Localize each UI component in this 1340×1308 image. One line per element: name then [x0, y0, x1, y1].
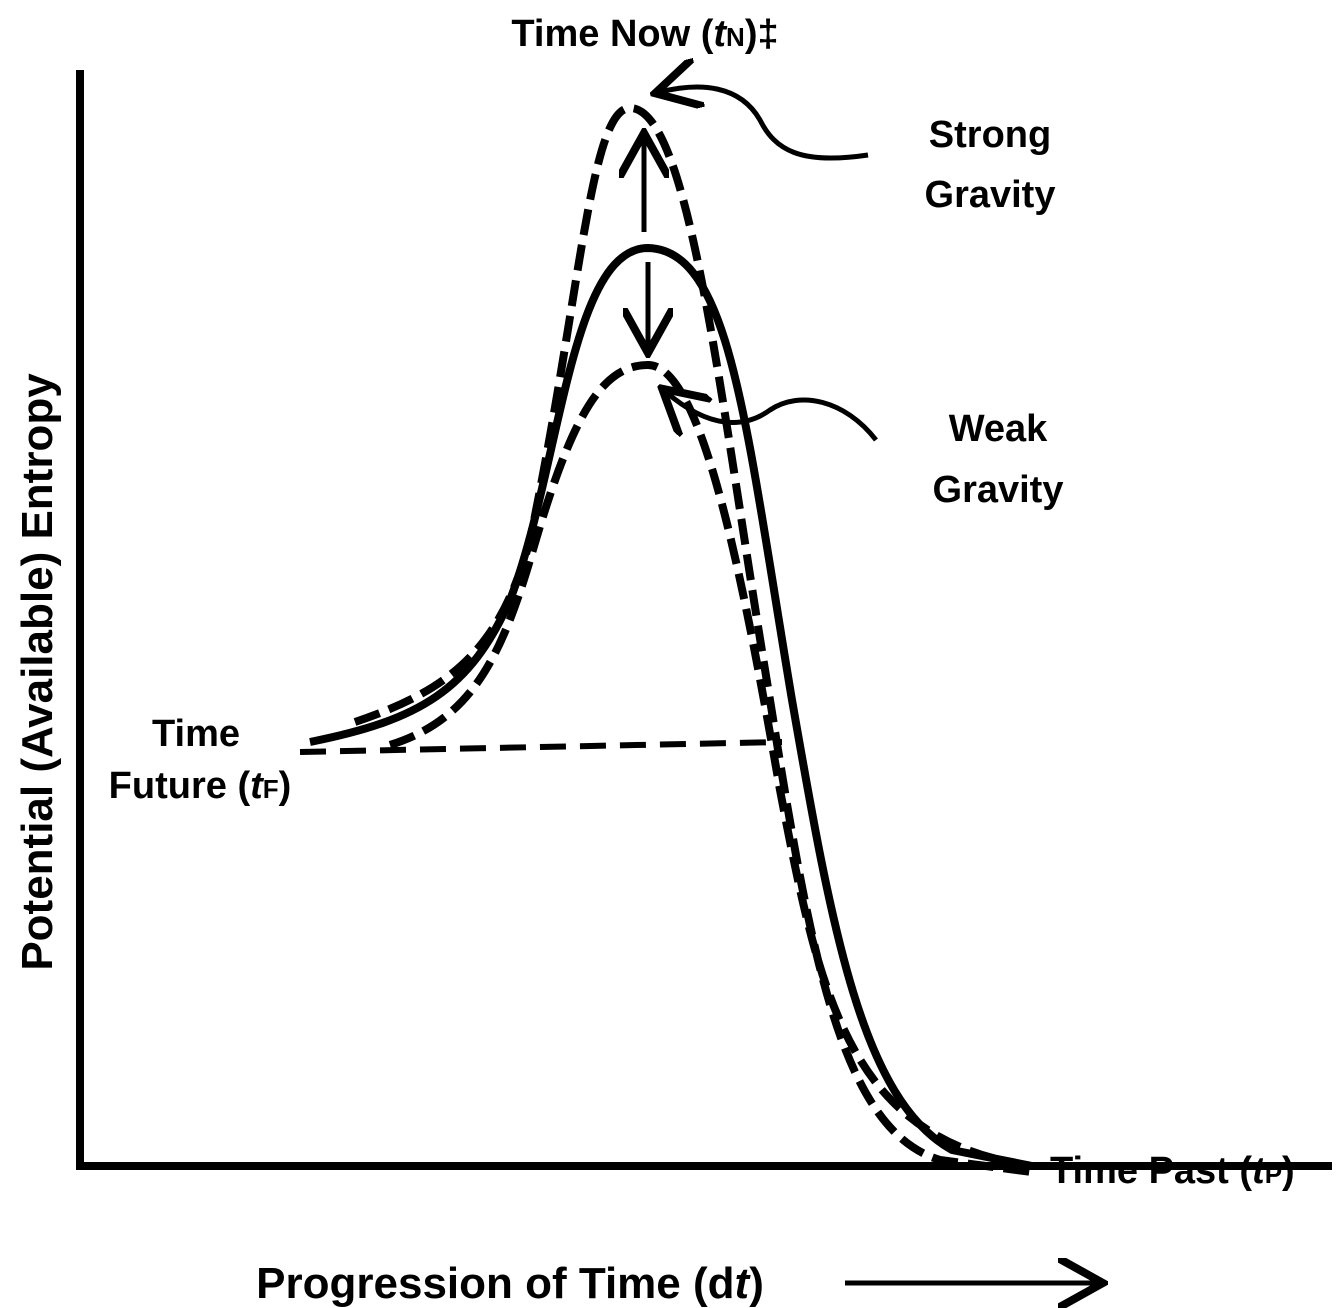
time-now-label: Time Now (tN)‡ — [511, 13, 778, 55]
strong-label-1: Strong — [929, 114, 1051, 156]
strong-label-2: Gravity — [925, 174, 1056, 216]
normal-curve — [309, 243, 1033, 1170]
weak-label-1: Weak — [949, 408, 1048, 450]
x-axis-label: Progression of Time (dt) — [256, 1259, 764, 1308]
future-label-2: Future (tF) — [109, 765, 292, 807]
weak-pointer — [666, 392, 878, 442]
future-label-1: Time — [152, 713, 240, 755]
weak-label-2: Gravity — [933, 469, 1064, 511]
strong-pointer — [660, 87, 869, 161]
past-label: Time Past (tP) — [1050, 1150, 1295, 1192]
baseline-dashed — [299, 739, 783, 755]
y-axis-label: Potential (Available) Entropy — [13, 373, 62, 971]
